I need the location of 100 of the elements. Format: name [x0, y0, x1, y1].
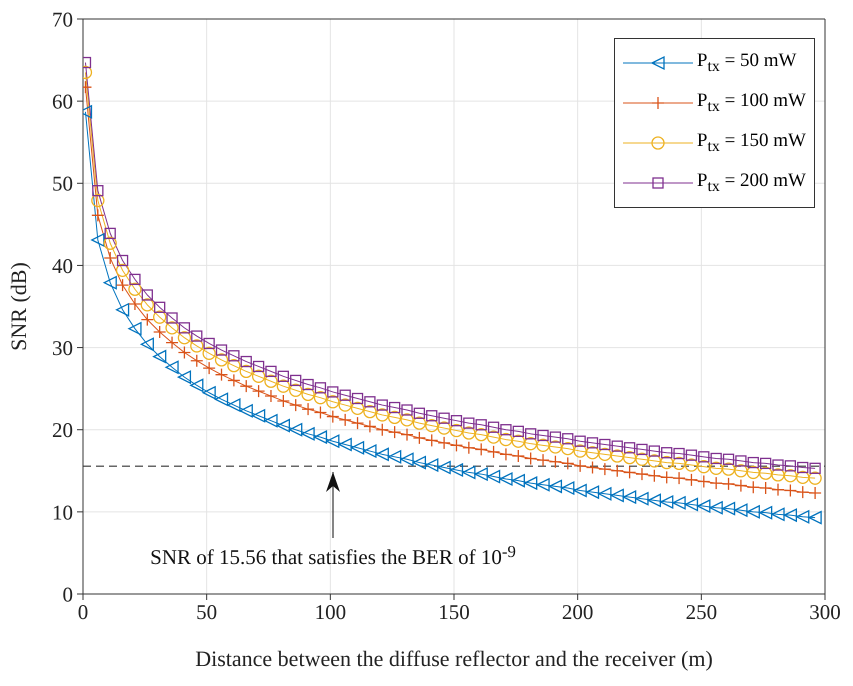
point	[796, 485, 810, 499]
point	[301, 388, 315, 402]
point	[622, 490, 636, 504]
point	[562, 433, 574, 444]
point	[191, 330, 202, 342]
point	[474, 428, 488, 442]
point	[722, 477, 736, 491]
point	[450, 463, 464, 477]
point	[512, 434, 525, 448]
point	[154, 302, 166, 313]
point	[363, 404, 377, 418]
point	[524, 476, 538, 490]
point	[214, 392, 228, 406]
x-tick-label: 250	[686, 600, 718, 624]
point	[684, 498, 698, 512]
point	[636, 444, 648, 456]
point	[104, 276, 117, 290]
point	[486, 445, 500, 459]
point	[350, 441, 364, 454]
point	[240, 380, 253, 393]
point	[635, 467, 649, 481]
point	[512, 449, 525, 463]
point	[536, 438, 550, 452]
point	[722, 502, 736, 516]
point	[672, 472, 686, 485]
point	[92, 185, 104, 196]
point	[190, 354, 204, 368]
y-tick-label: 50	[52, 172, 73, 196]
point	[648, 494, 661, 508]
point	[425, 458, 438, 472]
point	[486, 470, 500, 484]
point	[488, 422, 500, 433]
point	[301, 402, 315, 416]
point	[758, 481, 772, 495]
point	[128, 297, 142, 311]
point	[290, 374, 302, 386]
x-tick-label: 100	[314, 600, 346, 624]
y-tick-label: 70	[52, 7, 73, 32]
point	[809, 462, 821, 474]
point	[808, 510, 822, 524]
point	[438, 412, 450, 424]
point	[450, 438, 464, 452]
point	[722, 454, 734, 465]
point	[340, 390, 351, 401]
point	[758, 506, 772, 520]
point	[227, 374, 241, 388]
point	[784, 460, 796, 472]
point	[437, 421, 451, 435]
point	[327, 386, 338, 398]
point	[463, 417, 474, 429]
point	[684, 458, 698, 472]
point	[450, 424, 464, 438]
annotation: SNR of 15.56 that satisfies the BER of 10$^{-9}$	[150, 542, 516, 569]
point	[561, 456, 574, 470]
point	[376, 423, 389, 436]
point	[240, 356, 252, 368]
point	[524, 452, 538, 466]
point	[104, 251, 117, 265]
point	[772, 459, 784, 471]
x-tick-label: 200	[562, 600, 594, 624]
point	[338, 398, 352, 412]
point	[252, 409, 266, 422]
point	[326, 410, 340, 424]
point	[512, 474, 525, 488]
point	[264, 389, 278, 403]
point	[598, 487, 612, 500]
point	[388, 450, 402, 464]
point	[698, 451, 710, 462]
point	[673, 448, 685, 460]
point	[388, 426, 402, 439]
x-tick-label: 50	[196, 600, 218, 624]
point	[722, 462, 736, 476]
legend-label: P$_{tx}$ = 50 mW	[696, 50, 796, 76]
point	[437, 436, 451, 450]
point	[214, 353, 228, 367]
point	[240, 404, 253, 418]
point	[660, 470, 674, 484]
point	[153, 325, 166, 339]
point	[91, 233, 104, 247]
x-tick-label: 300	[809, 600, 841, 624]
point	[499, 432, 513, 446]
point	[746, 466, 760, 480]
point	[140, 338, 154, 351]
point	[550, 431, 562, 443]
point	[622, 450, 636, 464]
point	[734, 504, 748, 517]
point	[91, 208, 104, 222]
point	[771, 508, 785, 521]
point	[104, 236, 117, 250]
point	[203, 338, 215, 350]
point	[178, 346, 192, 360]
point	[697, 499, 710, 513]
point	[697, 460, 710, 474]
point	[388, 402, 400, 414]
point	[153, 350, 166, 364]
point	[748, 456, 759, 468]
point	[314, 406, 328, 420]
point	[474, 467, 488, 481]
point	[264, 414, 278, 428]
point	[735, 455, 747, 467]
